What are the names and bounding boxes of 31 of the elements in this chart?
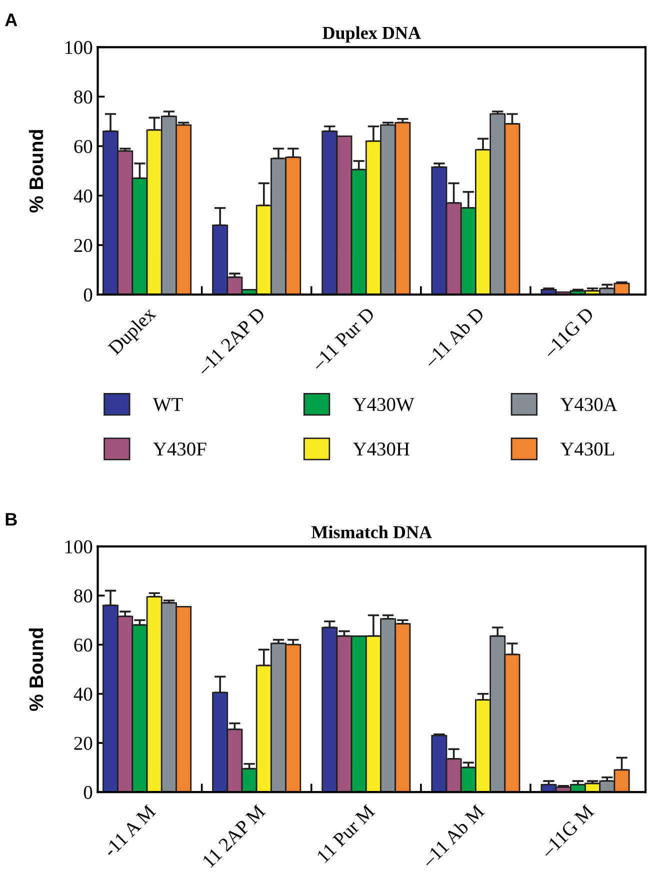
chart-title: Duplex DNA <box>322 26 421 43</box>
text: B <box>6 513 17 526</box>
y-axis-title: % Bound <box>28 628 44 711</box>
x-tick-label: -11 A M <box>102 804 156 858</box>
y-tick-label: 60 <box>74 638 92 652</box>
y-tick-label: 100 <box>65 540 92 554</box>
y-tick-label: 0 <box>84 288 92 302</box>
y-tick-label: 40 <box>74 189 92 203</box>
legend-label: Y430F <box>153 442 206 456</box>
x-tick-label: –11 Pur D <box>310 306 376 372</box>
y-tick-label: 100 <box>65 40 92 54</box>
legend-label: Y430W <box>352 398 414 412</box>
y-axis-title: % Bound <box>28 130 44 213</box>
text: A <box>5 14 18 26</box>
legend-label: Y430L <box>560 442 614 456</box>
x-tick-label: –11 Ab D <box>422 306 485 368</box>
y-tick-label: 20 <box>74 238 92 252</box>
legend-label: WT <box>152 398 183 412</box>
y-tick-label: 0 <box>84 786 92 800</box>
y-tick-label: 20 <box>74 736 92 750</box>
legend-label: Y430A <box>560 398 618 412</box>
chart-title: Mismatch DNA <box>312 526 432 538</box>
y-tick-label: 60 <box>74 140 92 154</box>
x-tick-label: –11 2AP D <box>196 306 266 376</box>
y-tick-label: 80 <box>74 90 92 104</box>
y-tick-label: 40 <box>74 688 92 701</box>
legend-label: Y430H <box>352 442 410 456</box>
x-tick-label: 11 2AP M <box>202 804 266 868</box>
y-tick-label: 80 <box>74 589 92 603</box>
x-tick-label: –11 Ab M <box>420 804 485 868</box>
x-tick-label: 11 Pur M <box>316 804 376 864</box>
